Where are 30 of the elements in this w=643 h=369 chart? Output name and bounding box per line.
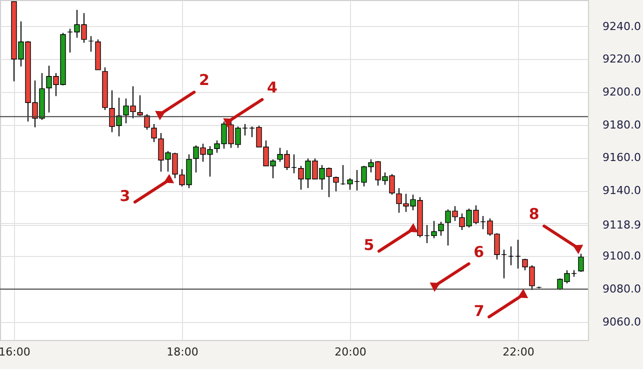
candlestick xyxy=(151,124,157,143)
y-tick-label: 9200.0 xyxy=(602,85,641,98)
candlestick xyxy=(438,221,444,236)
y-tick-label: 9180.0 xyxy=(602,118,641,132)
y-tick-label: 9160.0 xyxy=(602,151,641,164)
candlestick xyxy=(88,36,94,52)
candlestick xyxy=(515,239,521,270)
candlestick xyxy=(144,114,150,130)
y-tick-label: 9220.0 xyxy=(602,52,641,66)
annotation: 6 xyxy=(474,242,484,261)
x-tick-label: 18:00 xyxy=(166,346,198,358)
x-tick-label: 22:00 xyxy=(502,346,534,358)
candlestick xyxy=(137,94,143,116)
y-tick-label: 9100.0 xyxy=(602,250,641,263)
candlestick xyxy=(508,246,514,266)
x-tick-label: 20:00 xyxy=(334,346,366,358)
candlestick xyxy=(333,176,339,192)
annotation: 2 xyxy=(198,71,210,90)
annotation: 3 xyxy=(120,187,130,206)
y-tick-label: 9240.0 xyxy=(602,20,641,33)
x-tick-label: 16:00 xyxy=(0,346,30,358)
candlestick xyxy=(578,253,584,272)
y-tick-label: 9080.0 xyxy=(602,282,641,296)
annotation: 7 xyxy=(474,302,484,320)
y-tick-label: 9118.9 xyxy=(602,218,641,232)
annotation: 5 xyxy=(364,236,374,254)
y-tick-label: 9060.0 xyxy=(602,315,641,328)
y-tick-label: 9140.0 xyxy=(602,184,641,198)
annotation: 4 xyxy=(266,78,278,97)
annotation: 8 xyxy=(528,205,540,224)
